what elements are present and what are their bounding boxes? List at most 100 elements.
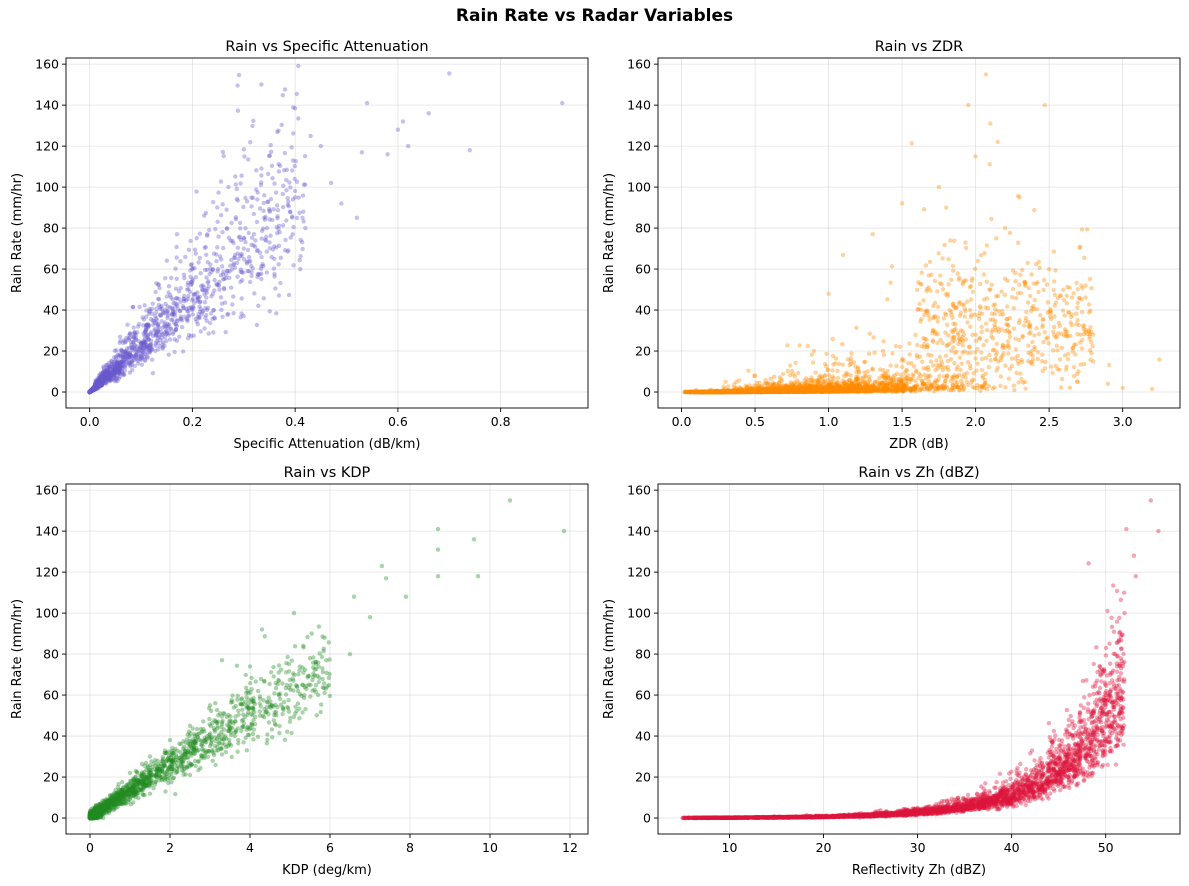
data-point: [300, 193, 306, 198]
data-point: [87, 389, 92, 395]
data-point: [251, 118, 256, 124]
data-point: [964, 379, 969, 385]
data-point: [127, 335, 132, 341]
data-point: [268, 149, 274, 154]
data-point: [88, 388, 94, 393]
data-point: [1003, 385, 1008, 390]
data-point: [117, 362, 122, 368]
data-point: [250, 123, 255, 129]
data-point: [91, 387, 96, 392]
data-point: [94, 385, 99, 390]
data-point: [986, 364, 991, 370]
data-point: [87, 389, 93, 395]
data-point: [92, 386, 98, 391]
data-point: [87, 389, 93, 395]
data-point: [142, 357, 148, 362]
data-point: [99, 383, 104, 388]
data-point: [111, 369, 117, 374]
data-point: [816, 378, 822, 383]
data-point: [140, 345, 146, 351]
data-point: [87, 389, 92, 395]
data-point: [101, 377, 107, 382]
data-point: [91, 387, 96, 392]
data-point: [155, 347, 161, 352]
data-point: [100, 377, 106, 383]
data-point: [162, 324, 167, 329]
data-point: [144, 323, 150, 328]
data-point: [87, 389, 92, 395]
data-point: [270, 176, 275, 181]
data-point: [400, 119, 406, 124]
data-point: [87, 389, 92, 395]
data-point: [119, 360, 124, 366]
data-point: [211, 251, 217, 256]
data-point: [259, 264, 264, 269]
x-tick-label: 0.0: [80, 414, 100, 429]
data-point: [112, 379, 118, 384]
data-point: [100, 377, 105, 382]
data-point: [255, 197, 260, 202]
data-point: [176, 296, 181, 301]
data-point: [87, 389, 92, 395]
data-point: [95, 384, 100, 389]
data-point: [88, 389, 94, 394]
data-point: [272, 271, 277, 277]
data-point: [94, 386, 99, 391]
data-point: [87, 389, 92, 395]
data-point: [87, 389, 93, 394]
data-point: [116, 370, 122, 376]
data-point: [87, 389, 93, 394]
data-point: [220, 272, 226, 277]
data-point: [254, 248, 260, 253]
data-point: [197, 294, 202, 299]
data-point: [87, 389, 93, 394]
data-point: [259, 180, 264, 185]
data-point: [96, 384, 101, 389]
data-point: [104, 367, 110, 373]
data-point: [109, 363, 114, 369]
data-point: [266, 153, 272, 159]
data-point: [297, 258, 302, 263]
data-point: [88, 389, 93, 394]
data-point: [88, 388, 93, 394]
data-point: [87, 389, 92, 395]
data-point: [188, 305, 194, 310]
data-point: [209, 269, 214, 274]
data-point: [302, 154, 308, 159]
data-point: [203, 306, 208, 311]
data-point: [88, 389, 93, 394]
data-point: [154, 316, 159, 321]
data-point: [87, 389, 92, 395]
data-point: [165, 321, 170, 327]
data-point: [155, 324, 161, 329]
data-point: [250, 195, 256, 201]
data-point: [294, 91, 299, 97]
data-point: [126, 360, 131, 366]
data-point: [145, 351, 150, 356]
data-point: [259, 236, 264, 241]
data-point: [202, 326, 207, 331]
data-point: [147, 343, 153, 349]
data-point: [87, 389, 92, 395]
data-point: [90, 388, 95, 393]
data-point: [99, 382, 104, 388]
data-point: [112, 364, 117, 369]
data-point: [87, 389, 92, 395]
data-point: [107, 364, 112, 369]
data-point: [111, 367, 117, 372]
data-point: [913, 332, 918, 338]
data-point: [285, 249, 290, 254]
data-point: [99, 382, 105, 387]
data-point: [926, 379, 932, 384]
data-point: [140, 349, 145, 354]
data-point: [89, 388, 94, 394]
data-point: [117, 340, 122, 345]
data-point: [87, 389, 92, 395]
data-point: [93, 386, 98, 391]
data-point: [249, 263, 254, 269]
data-point: [103, 374, 108, 380]
data-point: [138, 340, 144, 345]
data-point: [233, 215, 238, 220]
data-point: [136, 322, 142, 327]
data-point: [259, 166, 264, 171]
